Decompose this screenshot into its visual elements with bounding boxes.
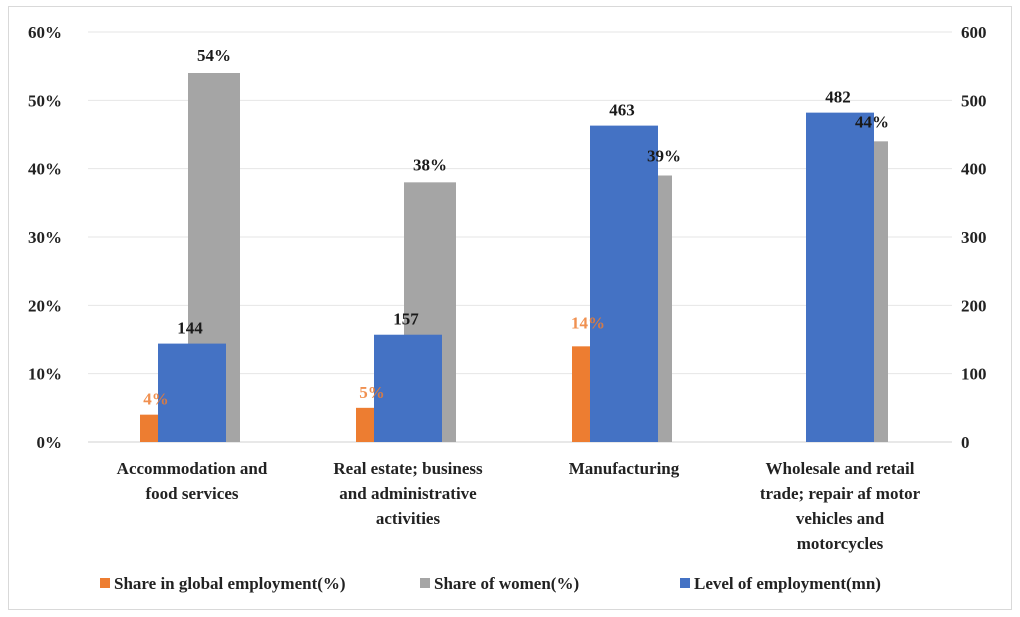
x-category-label: activities bbox=[376, 509, 441, 528]
y-right-tick-label: 600 bbox=[961, 23, 987, 42]
y-left-tick-label: 30% bbox=[28, 228, 62, 247]
data-label-level-of-employment: 482 bbox=[825, 88, 851, 107]
data-label-share-of-women: 39% bbox=[647, 147, 681, 166]
legend-swatch bbox=[100, 578, 110, 588]
y-right-tick-label: 0 bbox=[961, 433, 970, 452]
bar-share-in-global-employment bbox=[140, 414, 158, 442]
x-category-label: Real estate; business bbox=[333, 459, 483, 478]
bar-share-in-global-employment bbox=[356, 407, 374, 442]
y-left-tick-label: 60% bbox=[28, 23, 62, 42]
bar-level-of-employment bbox=[158, 343, 226, 442]
y-left-tick-label: 0% bbox=[37, 433, 63, 452]
data-label-level-of-employment: 157 bbox=[393, 310, 419, 329]
bar-share-of-women bbox=[870, 141, 888, 443]
x-category-label: Wholesale and retail bbox=[766, 459, 915, 478]
x-category-label: and administrative bbox=[339, 484, 477, 503]
x-category-label: trade; repair af motor bbox=[760, 484, 921, 503]
x-category-label: motorcycles bbox=[797, 534, 884, 553]
y-right-tick-label: 300 bbox=[961, 228, 987, 247]
x-category-label: vehicles and bbox=[796, 509, 885, 528]
x-category-label: Accommodation and bbox=[117, 459, 268, 478]
legend-label: Level of employment(mn) bbox=[694, 574, 881, 593]
y-left-tick-label: 40% bbox=[28, 160, 62, 179]
x-category-label: Manufacturing bbox=[569, 459, 680, 478]
data-label-level-of-employment: 463 bbox=[609, 101, 635, 120]
data-label-share-of-women: 44% bbox=[855, 112, 889, 131]
data-label-share-in-global-employment: 5% bbox=[359, 383, 385, 402]
legend-swatch bbox=[680, 578, 690, 588]
data-label-share-of-women: 54% bbox=[197, 46, 231, 65]
bar-share-of-women bbox=[654, 175, 672, 442]
bar-level-of-employment bbox=[806, 112, 874, 442]
y-left-tick-label: 10% bbox=[28, 365, 62, 384]
legend-label: Share in global employment(%) bbox=[114, 574, 346, 593]
y-right-tick-label: 500 bbox=[961, 91, 987, 110]
bar-level-of-employment bbox=[590, 125, 658, 442]
bar-share-in-global-employment bbox=[572, 346, 590, 442]
y-right-tick-label: 400 bbox=[961, 160, 987, 179]
y-right-tick-label: 200 bbox=[961, 296, 987, 315]
data-label-share-in-global-employment: 4% bbox=[143, 390, 169, 409]
y-left-tick-label: 50% bbox=[28, 91, 62, 110]
x-category-label: food services bbox=[145, 484, 238, 503]
data-label-level-of-employment: 144 bbox=[177, 319, 203, 338]
legend-label: Share of women(%) bbox=[434, 574, 579, 593]
data-label-share-of-women: 38% bbox=[413, 155, 447, 174]
bar-level-of-employment bbox=[374, 334, 442, 442]
y-right-tick-label: 100 bbox=[961, 365, 987, 384]
legend-swatch bbox=[420, 578, 430, 588]
data-label-share-in-global-employment: 14% bbox=[571, 313, 605, 332]
y-left-tick-label: 20% bbox=[28, 296, 62, 315]
